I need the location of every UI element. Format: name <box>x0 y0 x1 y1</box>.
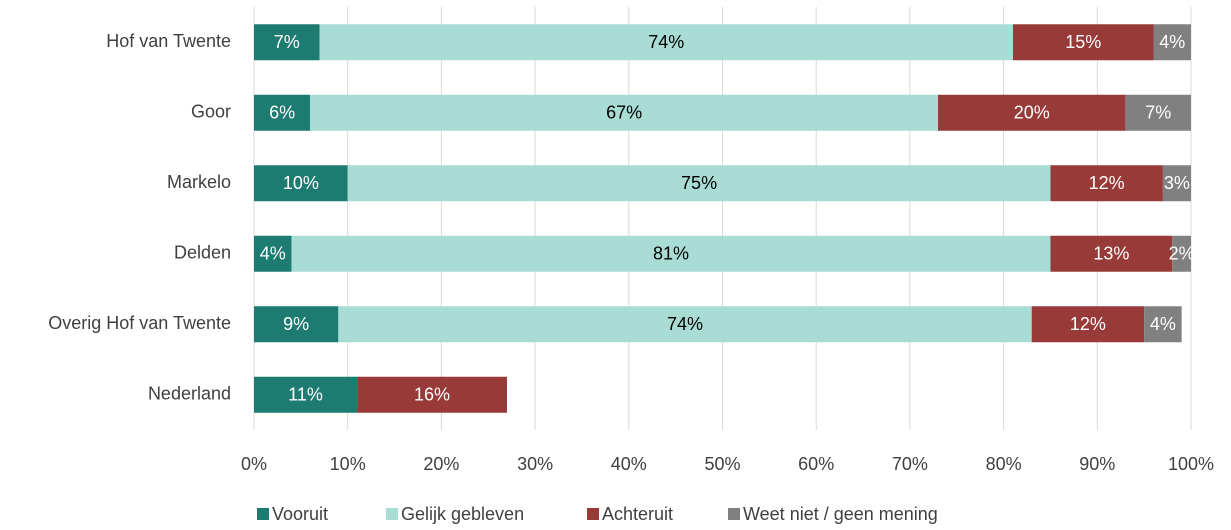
bar-segment <box>1031 306 1145 343</box>
y-tick-label: Nederland <box>148 384 231 404</box>
data-label: 67% <box>606 103 642 123</box>
bar-segment <box>1012 24 1154 61</box>
x-tick-label: 50% <box>704 454 740 474</box>
bar-segment <box>291 235 1051 272</box>
x-tick-label: 20% <box>423 454 459 474</box>
data-label: 74% <box>667 314 703 334</box>
bar-segment <box>319 24 1013 61</box>
legend-swatch <box>728 508 740 520</box>
data-label: 2% <box>1169 244 1195 264</box>
bar-segment <box>254 165 348 202</box>
bar-segment <box>1162 165 1191 202</box>
legend-label: Achteruit <box>602 504 673 524</box>
legend-swatch <box>386 508 398 520</box>
data-label: 16% <box>414 385 450 405</box>
data-label: 15% <box>1065 32 1101 52</box>
legend-label: Weet niet / geen mening <box>743 504 938 524</box>
bar-segment <box>254 24 320 61</box>
bar-segment <box>310 94 939 131</box>
y-tick-label: Goor <box>191 102 231 122</box>
bar-segment <box>938 94 1126 131</box>
x-tick-label: 70% <box>892 454 928 474</box>
legend-swatch <box>587 508 599 520</box>
data-label: 7% <box>1145 103 1171 123</box>
data-label: 4% <box>1150 314 1176 334</box>
bar-segment <box>1144 306 1182 343</box>
x-tick-label: 60% <box>798 454 834 474</box>
data-label: 3% <box>1164 173 1190 193</box>
data-label: 75% <box>681 173 717 193</box>
bar-segment <box>1125 94 1191 131</box>
bar-segment <box>1050 235 1173 272</box>
bar-segment <box>254 306 339 343</box>
bar-segment <box>254 376 358 413</box>
y-tick-label: Hof van Twente <box>106 31 231 51</box>
y-tick-label: Delden <box>174 243 231 263</box>
data-label: 10% <box>283 173 319 193</box>
data-label: 9% <box>283 314 309 334</box>
x-tick-label: 90% <box>1079 454 1115 474</box>
bar-segment <box>1153 24 1191 61</box>
x-tick-label: 30% <box>517 454 553 474</box>
data-label: 12% <box>1089 173 1125 193</box>
bar-segment <box>338 306 1032 343</box>
data-label: 4% <box>260 244 286 264</box>
bar-segment <box>254 235 292 272</box>
data-label: 20% <box>1014 103 1050 123</box>
legend-swatch <box>257 508 269 520</box>
data-label: 12% <box>1070 314 1106 334</box>
bar-segment <box>254 94 311 131</box>
y-tick-label: Markelo <box>167 172 231 192</box>
bar-segment <box>347 165 1051 202</box>
data-label: 4% <box>1159 32 1185 52</box>
x-tick-label: 40% <box>611 454 647 474</box>
data-label: 11% <box>288 385 323 405</box>
bar-segment <box>357 376 507 413</box>
bar-segment <box>1050 165 1163 202</box>
data-label: 81% <box>653 244 689 264</box>
x-tick-label: 10% <box>330 454 366 474</box>
x-tick-label: 100% <box>1168 454 1214 474</box>
bar-segment <box>1172 235 1191 272</box>
data-label: 7% <box>274 32 300 52</box>
data-label: 13% <box>1093 244 1129 264</box>
legend-label: Gelijk gebleven <box>401 504 524 524</box>
data-label: 6% <box>269 103 295 123</box>
legend-label: Vooruit <box>272 504 328 524</box>
y-tick-label: Overig Hof van Twente <box>48 313 231 333</box>
x-tick-label: 80% <box>986 454 1022 474</box>
data-label: 74% <box>648 32 684 52</box>
x-tick-label: 0% <box>241 454 267 474</box>
